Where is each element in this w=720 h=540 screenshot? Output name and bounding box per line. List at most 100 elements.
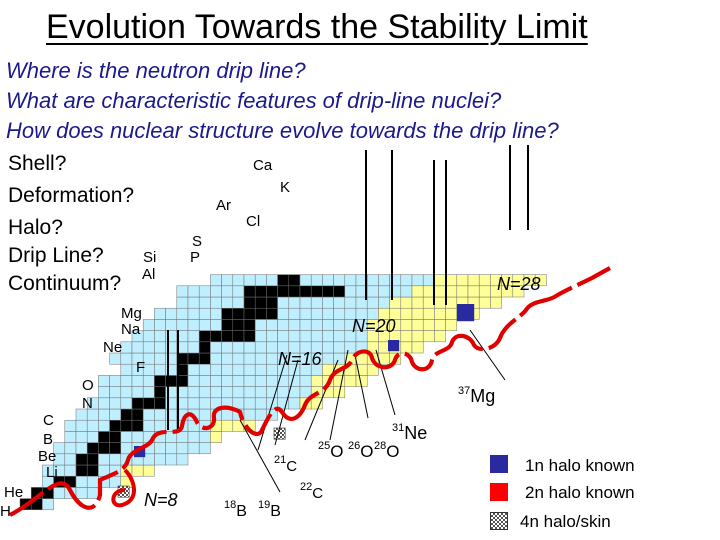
nuclide-cell [277, 274, 290, 287]
nuclide-cell [232, 419, 245, 432]
nuclide-cell [232, 307, 245, 320]
nuclide-cell [198, 330, 211, 343]
nuclide-cell [400, 341, 413, 354]
nuclide-cell [400, 330, 413, 343]
nuclide-cell [434, 307, 446, 320]
nuclide-cell [64, 442, 77, 455]
nuclide-cell [378, 341, 390, 354]
nuclide-cell [221, 330, 234, 343]
nuclide-cell [221, 408, 234, 421]
pointer-line [354, 354, 369, 419]
nuclide-cell [142, 464, 155, 477]
nuclide-cell [411, 330, 424, 343]
nuclide-cell [266, 319, 278, 331]
nuclide-label: 18B [224, 499, 247, 520]
nuclide-cell [221, 375, 234, 387]
topic-halo: Halo? [8, 216, 63, 239]
nuclide-cell [288, 274, 301, 287]
nuclide-cell [422, 274, 435, 287]
nuclide-cell [243, 397, 256, 410]
nuclide-cell [131, 419, 144, 432]
topic-shell: Shell? [8, 152, 67, 175]
nuclide-cell [456, 274, 469, 287]
question-1: Where is the neutron drip line? [6, 58, 306, 83]
magic-number-label: N=8 [144, 490, 178, 510]
nuclide-cell [187, 431, 200, 443]
element-label: Be [38, 448, 56, 465]
nuclide-cell [232, 352, 245, 365]
nuclide-cell [131, 408, 144, 421]
nuclide-cell [434, 330, 446, 343]
nuclide-cell [120, 431, 133, 443]
nuclide-cell [299, 319, 312, 331]
nuclide-cell [109, 408, 122, 421]
nuclide-cell [254, 319, 267, 331]
nuclide-cell [154, 397, 166, 410]
nuclide-cell [42, 498, 54, 511]
nuclide-cell [254, 307, 267, 320]
nuclide-cell [232, 386, 245, 399]
question-2: What are characteristic features of drip… [6, 88, 502, 113]
nuclide-cell [266, 375, 278, 387]
nuclide-cell [75, 453, 88, 466]
nuclide-cell [210, 285, 222, 298]
drip-line [9, 266, 612, 517]
nuclide-cell [221, 274, 234, 287]
nuclide-cell [445, 274, 458, 287]
element-label: Si [143, 249, 156, 266]
element-label: Ne [103, 339, 122, 356]
nuclide-cell [254, 285, 267, 298]
nuclide-cell [109, 431, 122, 443]
nuclide-cell [333, 375, 346, 387]
nuclide-cell [187, 296, 200, 309]
nuclide-cell [344, 375, 357, 387]
nuclide-cell [154, 375, 166, 387]
nuclide-cell [131, 341, 144, 354]
nuclide-cell [232, 341, 245, 354]
element-label: Mg [121, 305, 142, 322]
nuclide-cell [434, 296, 446, 309]
nuclide-cell [154, 363, 166, 376]
nuclide-cell [187, 363, 200, 376]
nuclide-cell [187, 375, 200, 387]
nuclide-cell [333, 307, 346, 320]
nuclide-cell [322, 285, 334, 298]
nuclide-cell [277, 330, 290, 343]
nuclide-cell [154, 319, 166, 331]
nuclide-cell [478, 285, 491, 298]
nuclide-cell [411, 319, 424, 331]
legend-4n-halo-swatch [490, 512, 508, 530]
nuclide-cell [322, 296, 334, 309]
nuclide-cell [254, 352, 267, 365]
nuclide-cell [277, 386, 290, 399]
magic-number-label: N=20 [352, 316, 396, 336]
nuclide-cell [210, 274, 222, 287]
nuclide-cell [299, 307, 312, 320]
topic-continuum: Continuum? [8, 272, 122, 295]
nuclide-cell [243, 363, 256, 376]
nuclide-cell [75, 475, 88, 488]
nuclide-cell [243, 285, 256, 298]
nuclide-cell [243, 296, 256, 309]
nuclide-cell [154, 352, 166, 365]
nuclide-cell [120, 408, 133, 421]
element-label: O [82, 377, 94, 394]
nuclide-cell [120, 386, 133, 399]
nuclide-cell [378, 274, 390, 287]
nuclide-cell [198, 442, 211, 455]
nuclide-cell [210, 375, 222, 387]
element-label: He [4, 484, 23, 501]
nuclide-cell [277, 285, 290, 298]
nuclide-cell [165, 453, 178, 466]
nuclide-cell [221, 296, 234, 309]
element-label: S [192, 233, 202, 250]
nuclide-cell [98, 442, 110, 455]
nuclide-cell [120, 341, 133, 354]
nuclide-cell [344, 274, 357, 287]
nuclide-cell [154, 453, 166, 466]
nuclide-cell [120, 397, 133, 410]
nuclide-cell [232, 285, 245, 298]
nuclide-cell [75, 464, 88, 477]
nuclide-cell [42, 487, 54, 499]
